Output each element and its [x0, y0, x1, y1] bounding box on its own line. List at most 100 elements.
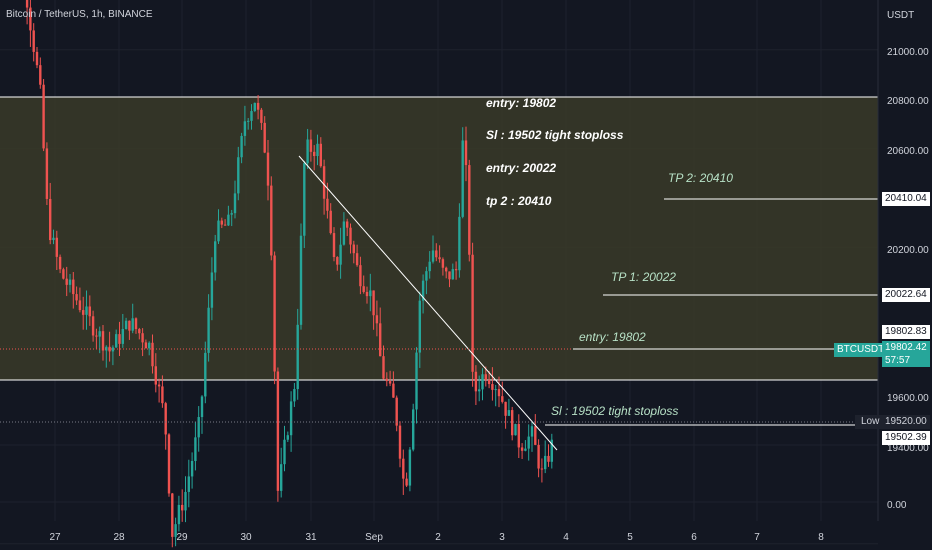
candle-body [379, 323, 382, 357]
candle-body [524, 448, 527, 451]
candle-body [355, 253, 359, 266]
price-tick-label: 19400.00 [887, 443, 929, 454]
candle-body [45, 148, 49, 199]
candle-body [283, 439, 286, 465]
candle-body [461, 140, 464, 217]
candle-body [52, 237, 55, 241]
candle-body [329, 210, 332, 234]
candle-body [478, 389, 481, 392]
candle-body [375, 315, 379, 324]
candle-body [131, 318, 134, 331]
candle-body [108, 346, 111, 352]
candle-body [280, 464, 283, 491]
candle-body [313, 151, 316, 157]
candle-body [184, 491, 187, 511]
candle-body [148, 342, 151, 349]
candle-body [322, 166, 326, 199]
candle-body [270, 185, 273, 256]
candle-body [326, 198, 329, 211]
candle-body [200, 396, 204, 418]
candle-body [75, 294, 78, 301]
candle-body [517, 424, 520, 448]
candle-body [62, 269, 65, 279]
candle-body [342, 221, 346, 245]
candle-body [392, 383, 395, 398]
level-entry-label: entry: 19802 [579, 330, 646, 344]
candle-body [464, 140, 468, 166]
candle-body [98, 331, 101, 337]
candle-body [398, 425, 402, 459]
candle-body [111, 347, 115, 352]
note-entry-2: entry: 20022 [486, 161, 557, 175]
candle-body [547, 455, 550, 462]
time-label: 30 [240, 532, 252, 543]
candle-body [504, 401, 507, 416]
candle-body [39, 65, 42, 85]
candle-body [405, 478, 408, 486]
candle-body [540, 468, 544, 470]
price-tag-tp1: 20022.64 [882, 288, 930, 302]
candle-body [544, 455, 547, 470]
candle-body [187, 476, 190, 492]
candle-body [501, 396, 504, 402]
candle-body [105, 346, 108, 351]
candle-body [530, 426, 534, 437]
candle-body [425, 271, 428, 281]
time-label: 7 [754, 532, 760, 543]
candle-body [95, 335, 98, 337]
candle-body [346, 221, 349, 228]
candle-body [220, 220, 223, 225]
candle-body [458, 216, 461, 271]
candle-body [214, 241, 217, 273]
time-label: 27 [49, 532, 61, 543]
candle-body [445, 267, 448, 272]
note-stoploss: Sl : 19502 tight stoploss [486, 128, 624, 142]
candle-body [418, 300, 421, 353]
time-label: 3 [499, 532, 505, 543]
candle-body [319, 143, 322, 167]
candle-body [273, 255, 276, 372]
candle-body [451, 269, 454, 280]
candle-body [286, 435, 289, 440]
candle-body [217, 220, 220, 242]
candle-body [303, 163, 306, 236]
candle-body [161, 386, 164, 404]
candle-body [428, 261, 431, 272]
candle-body [49, 198, 52, 241]
time-label: 31 [305, 532, 317, 543]
candle-body [299, 235, 303, 325]
candle-body [174, 524, 177, 537]
range-zone [0, 97, 878, 380]
candle-body [177, 504, 181, 525]
price-tick-label: 21000.00 [887, 47, 929, 58]
price-tick-label: 20200.00 [887, 245, 929, 256]
candle-body [395, 397, 398, 426]
candle-body [431, 250, 435, 262]
candle-body [144, 342, 148, 349]
price-tick-label: 19600.00 [887, 393, 929, 404]
candle-body [359, 265, 362, 287]
candle-body [227, 214, 230, 226]
candle-body [537, 444, 540, 469]
candle-body [151, 342, 154, 367]
candle-body [134, 318, 138, 330]
candle-body [448, 271, 451, 280]
candle-body [441, 259, 445, 268]
candle-body [85, 306, 88, 315]
candle-body [352, 244, 355, 254]
candle-body [372, 290, 375, 316]
candle-body [25, 0, 29, 8]
time-label: 28 [113, 532, 125, 543]
candle-body [511, 410, 514, 436]
candle-body [454, 269, 458, 271]
price-tick-label: 20800.00 [887, 96, 929, 107]
candle-body [520, 447, 524, 451]
candle-body [210, 272, 214, 308]
candle-body [362, 286, 365, 292]
candle-body [250, 111, 253, 121]
candle-body [141, 333, 144, 343]
candle-body [190, 460, 194, 477]
price-tag-line: 19802.83 [882, 325, 930, 339]
